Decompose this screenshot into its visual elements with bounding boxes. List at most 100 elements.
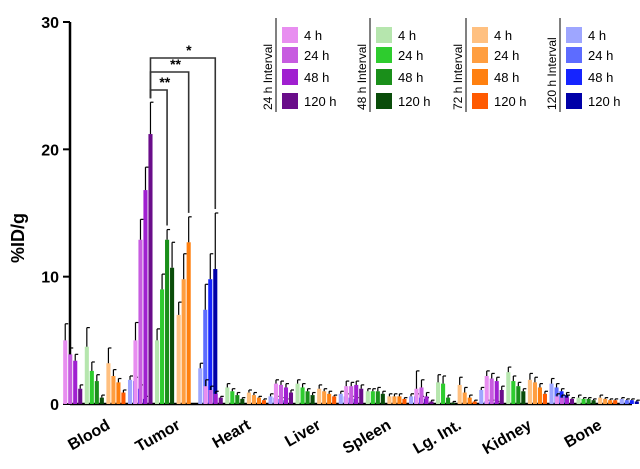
bar [235, 395, 240, 404]
x-category-label: Kidney [480, 417, 535, 458]
bar [559, 397, 565, 404]
bar [338, 393, 343, 404]
significance-bracket [149, 89, 168, 226]
bar [246, 392, 251, 404]
bar [121, 392, 126, 404]
legend-swatch [376, 47, 392, 63]
bar [273, 383, 279, 404]
bar [402, 398, 407, 404]
bar [457, 384, 462, 404]
bar [598, 397, 603, 404]
bar [203, 386, 208, 404]
legend-label: 4 h [304, 28, 322, 43]
bar [305, 391, 310, 404]
bar [375, 391, 380, 404]
legend-label: 4 h [494, 28, 512, 43]
bar [256, 397, 261, 404]
legend-label: 120 h [494, 94, 527, 109]
bar [354, 384, 359, 404]
bar [94, 381, 99, 404]
legend-swatch [566, 47, 582, 63]
bar [537, 387, 542, 404]
bar [68, 354, 73, 404]
y-axis-title: %ID/g [8, 213, 28, 263]
bar [429, 401, 434, 404]
bar [521, 391, 526, 404]
bar [327, 393, 332, 404]
bar [300, 387, 305, 404]
bar [436, 382, 441, 404]
legend-label: 4 h [588, 28, 606, 43]
x-category-label: Lg. Int. [410, 417, 464, 458]
legend-swatch [472, 69, 488, 85]
bar [208, 389, 213, 404]
legend-swatch [472, 27, 488, 43]
bar [419, 387, 424, 404]
bar [451, 402, 456, 404]
bar [261, 400, 266, 404]
bar [494, 381, 499, 404]
bar [506, 372, 511, 404]
bar [116, 382, 121, 404]
bar [213, 269, 218, 404]
bar [148, 134, 153, 404]
legend-label: 24 h [398, 48, 423, 63]
bar [133, 340, 138, 404]
legend-label: 120 h [398, 94, 431, 109]
bar [288, 392, 294, 404]
bar [462, 392, 467, 404]
bar [181, 279, 186, 404]
bar [414, 388, 419, 404]
legend-swatch [282, 47, 298, 63]
legend-swatch [566, 93, 582, 109]
bar [608, 400, 613, 404]
legend-swatch [282, 27, 298, 43]
bar [472, 401, 477, 404]
bar [322, 391, 327, 404]
bar [441, 383, 446, 404]
bar [295, 383, 300, 404]
bar [446, 397, 451, 404]
legend-swatch [376, 69, 392, 85]
legend-swatch [472, 93, 488, 109]
legend-group-title: 120 h Interval [545, 37, 559, 110]
y-tick-label: 20 [41, 142, 59, 159]
legend-label: 24 h [304, 48, 329, 63]
axes: 0 10 20 30 [41, 15, 632, 414]
bar [176, 314, 181, 404]
bar [591, 400, 596, 404]
bar [240, 398, 245, 404]
legend-swatch [282, 93, 298, 109]
legend-label: 48 h [304, 70, 329, 85]
legend-label: 24 h [588, 48, 613, 63]
significance-label: ** [170, 56, 181, 72]
x-category-label: Heart [210, 416, 255, 452]
bar [251, 395, 256, 404]
bar [170, 267, 175, 404]
bar [165, 239, 170, 404]
bar [160, 289, 165, 404]
bar [349, 386, 354, 404]
y-tick-label: 0 [50, 397, 59, 414]
bar [542, 393, 547, 404]
legend-label: 24 h [494, 48, 519, 63]
legend-group-title: 24 h Interval [261, 44, 275, 110]
bar [283, 387, 289, 404]
bar [344, 386, 349, 404]
bar [310, 395, 315, 404]
bar [569, 398, 575, 404]
x-category-label: Blood [65, 417, 113, 454]
bar [397, 396, 402, 404]
legend-group-title: 72 h Interval [451, 44, 465, 110]
bar [516, 386, 521, 404]
bar [619, 398, 624, 404]
bar [278, 384, 284, 404]
legend-label: 48 h [398, 70, 423, 85]
legend-swatch [376, 93, 392, 109]
legend-label: 120 h [588, 94, 621, 109]
bar [203, 309, 208, 404]
bar [408, 396, 414, 404]
bar [317, 388, 322, 404]
bar [603, 398, 608, 404]
